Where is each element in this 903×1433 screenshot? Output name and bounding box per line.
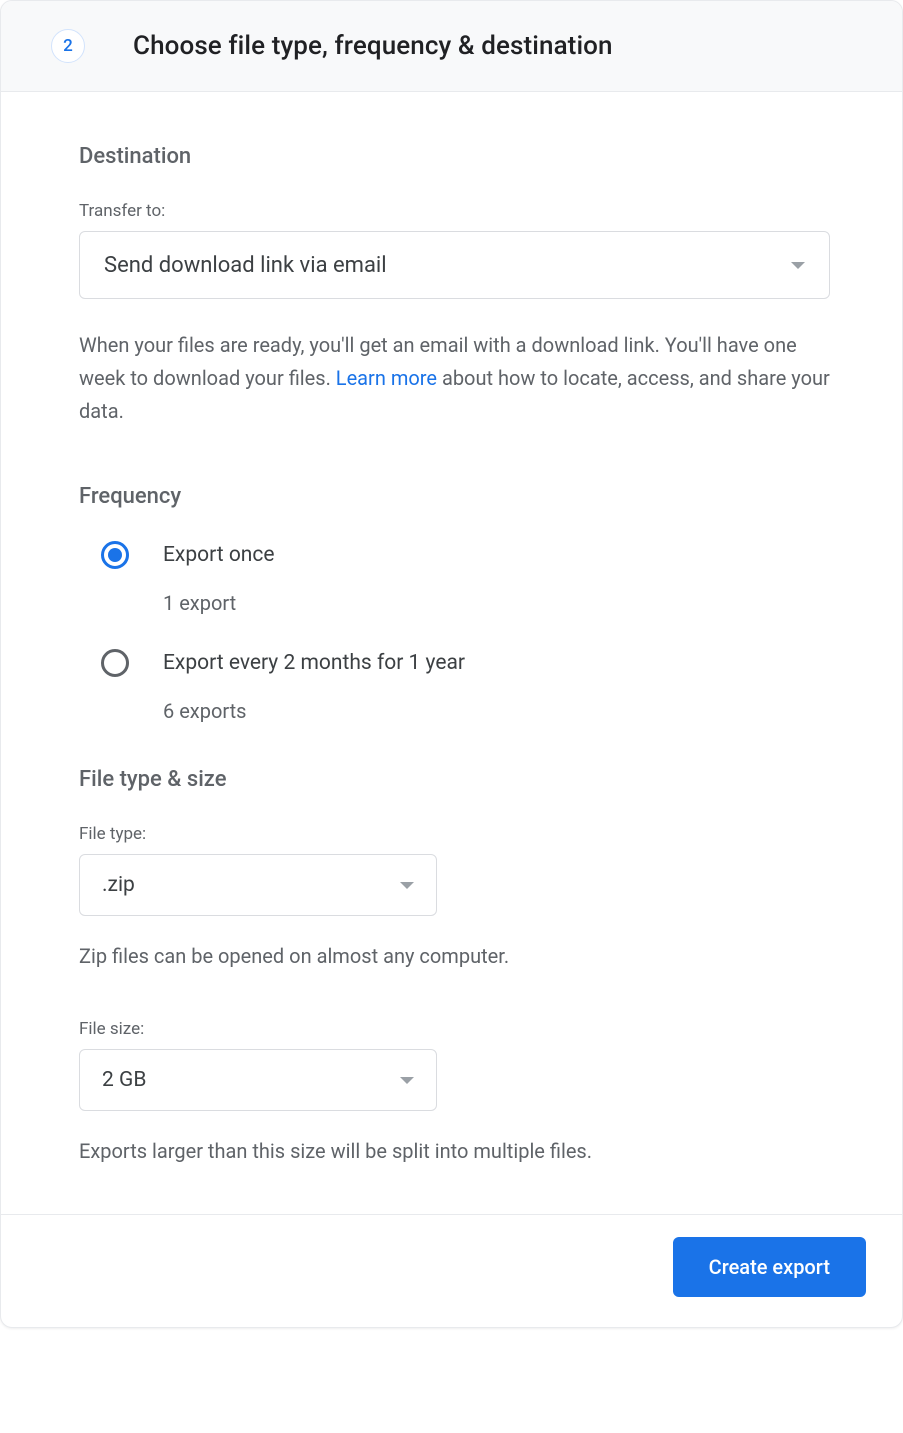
file-size-select-value: 2 GB (102, 1068, 146, 1092)
frequency-option-label: Export every 2 months for 1 year (163, 651, 465, 675)
chevron-down-icon (400, 882, 414, 889)
frequency-option-sublabel: 6 exports (163, 699, 830, 723)
radio-unchecked-icon (101, 649, 129, 677)
transfer-select[interactable]: Send download link via email (79, 231, 830, 299)
radio-dot-icon (108, 548, 122, 562)
card-header: 2 Choose file type, frequency & destinat… (1, 1, 902, 92)
file-type-select-value: .zip (102, 873, 135, 897)
frequency-option-export-once[interactable]: Export once (101, 541, 830, 569)
card-body: Destination Transfer to: Send download l… (1, 92, 902, 1214)
file-type-size-heading: File type & size (79, 767, 830, 792)
file-size-field: File size: 2 GB (79, 1019, 830, 1111)
frequency-option-label: Export once (163, 543, 275, 567)
file-size-select[interactable]: 2 GB (79, 1049, 437, 1111)
frequency-option-sublabel: 1 export (163, 591, 830, 615)
frequency-heading: Frequency (79, 484, 830, 509)
radio-checked-icon (101, 541, 129, 569)
learn-more-link[interactable]: Learn more (336, 366, 437, 390)
destination-heading: Destination (79, 144, 830, 169)
frequency-option-every-2-months[interactable]: Export every 2 months for 1 year (101, 649, 830, 677)
file-type-helper: Zip files can be opened on almost any co… (79, 940, 830, 973)
transfer-select-value: Send download link via email (104, 253, 387, 278)
file-size-helper: Exports larger than this size will be sp… (79, 1135, 830, 1168)
create-export-button[interactable]: Create export (673, 1237, 866, 1297)
frequency-radio-group: Export once 1 export Export every 2 mont… (79, 541, 830, 723)
file-type-select[interactable]: .zip (79, 854, 437, 916)
file-type-label: File type: (79, 824, 830, 844)
chevron-down-icon (400, 1077, 414, 1084)
file-size-label: File size: (79, 1019, 830, 1039)
transfer-field: Transfer to: Send download link via emai… (79, 201, 830, 299)
step-number: 2 (63, 36, 73, 56)
export-step-card: 2 Choose file type, frequency & destinat… (0, 0, 903, 1328)
card-footer: Create export (1, 1214, 902, 1327)
destination-helper: When your files are ready, you'll get an… (79, 329, 830, 428)
step-number-badge: 2 (51, 29, 85, 63)
transfer-label: Transfer to: (79, 201, 830, 221)
chevron-down-icon (791, 262, 805, 269)
card-title: Choose file type, frequency & destinatio… (133, 31, 613, 61)
file-type-field: File type: .zip (79, 824, 830, 916)
